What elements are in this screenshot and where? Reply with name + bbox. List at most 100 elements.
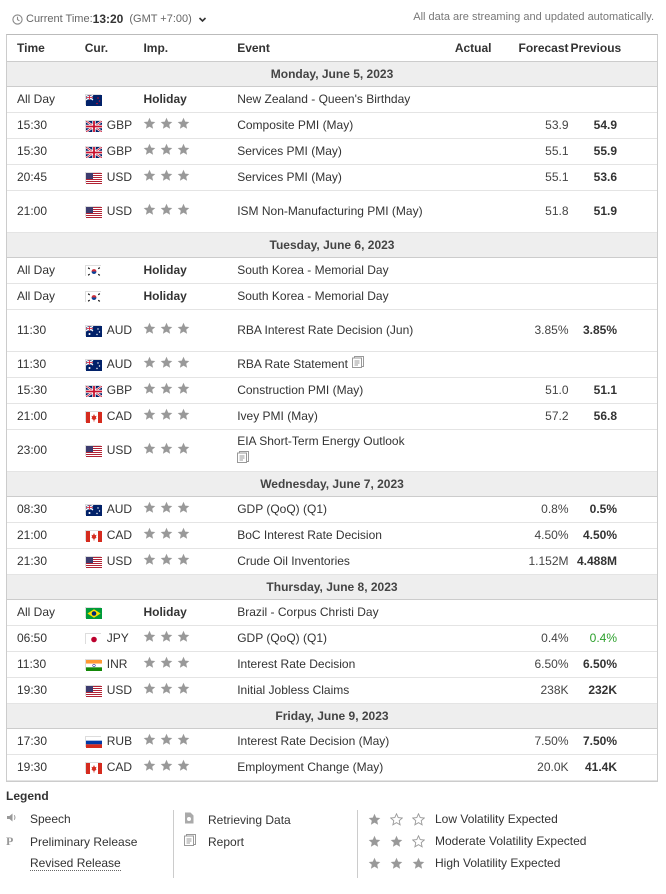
event-name[interactable]: South Korea - Memorial Day xyxy=(237,263,389,277)
flag-icon-au xyxy=(84,358,102,371)
event-name[interactable]: Employment Change (May) xyxy=(237,760,384,774)
event-name[interactable]: Initial Jobless Claims xyxy=(237,683,350,697)
event-row[interactable]: 20:45 USD Services PMI (May) 55.1 53.6 xyxy=(7,164,657,191)
event-time: 19:30 xyxy=(7,677,76,704)
event-name-cell[interactable]: GDP (QoQ) (Q1) xyxy=(237,496,434,523)
currency-code: CAD xyxy=(106,409,133,423)
event-row[interactable]: All Day Holiday South Korea - Memorial Day xyxy=(7,257,657,284)
event-name-cell[interactable]: EIA Short-Term Energy Outlook xyxy=(237,429,434,472)
event-row[interactable]: 23:00 USD EIA Short-Term Energy Outlook xyxy=(7,429,657,472)
event-name[interactable]: Interest Rate Decision xyxy=(237,657,356,671)
day-header-row: Wednesday, June 7, 2023 xyxy=(7,470,657,497)
day-header-row: Friday, June 9, 2023 xyxy=(7,702,657,729)
event-name[interactable]: Composite PMI (May) xyxy=(237,118,354,132)
event-time: 21:00 xyxy=(7,522,76,549)
event-name-cell[interactable]: Interest Rate Decision xyxy=(237,651,434,678)
currency-wrap xyxy=(84,93,144,106)
event-name-cell[interactable]: Ivey PMI (May) xyxy=(237,403,434,430)
timezone-selector[interactable]: Current Time: 13:20 (GMT +7:00) xyxy=(12,12,207,26)
importance-stars-icon xyxy=(143,656,194,669)
event-name[interactable]: GDP (QoQ) (Q1) xyxy=(237,631,327,645)
event-actual xyxy=(433,164,496,191)
event-name-cell[interactable]: BoC Interest Rate Decision xyxy=(237,522,434,549)
event-name[interactable]: BoC Interest Rate Decision xyxy=(237,528,382,542)
event-name-cell[interactable]: Composite PMI (May) xyxy=(237,112,434,139)
event-actual xyxy=(433,403,496,430)
event-row[interactable]: 11:30 INR Interest Rate Decision 6.50% 6.50% xyxy=(7,651,657,678)
event-actual xyxy=(433,651,496,678)
event-importance xyxy=(143,164,238,191)
currency-code: GBP xyxy=(106,118,133,132)
event-name-cell[interactable]: New Zealand - Queen's Birthday xyxy=(237,86,434,113)
event-row[interactable]: 08:30 AUD GDP (QoQ) (Q1) 0.8% 0.5% xyxy=(7,496,657,523)
calendar-body: Monday, June 5, 2023 All Day Holiday New Ze… xyxy=(7,60,657,781)
event-row[interactable]: 15:30 GBP Services PMI (May) 55.1 55.9 xyxy=(7,138,657,165)
event-row[interactable]: All Day Holiday South Korea - Memorial Day xyxy=(7,283,657,310)
event-row[interactable]: 19:30 USD Initial Jobless Claims 238K 232K xyxy=(7,677,657,704)
event-name[interactable]: Brazil - Corpus Christi Day xyxy=(237,605,379,619)
event-row[interactable]: 21:00 CAD Ivey PMI (May) 57.2 56.8 xyxy=(7,403,657,430)
event-name[interactable]: ISM Non-Manufacturing PMI (May) xyxy=(237,204,423,218)
event-row[interactable]: All Day Holiday Brazil - Corpus Christi Da… xyxy=(7,599,657,626)
event-name-cell[interactable]: Services PMI (May) xyxy=(237,164,434,191)
event-name-cell[interactable]: RBA Interest Rate Decision (Jun) xyxy=(237,309,434,352)
legend-revised: Revised Release xyxy=(30,856,121,871)
event-name-cell[interactable]: Services PMI (May) xyxy=(237,138,434,165)
importance-stars-icon xyxy=(143,630,194,643)
event-name[interactable]: RBA Interest Rate Decision (Jun) xyxy=(237,323,414,337)
event-row[interactable]: 21:00 CAD BoC Interest Rate Decision 4.50% 4… xyxy=(7,522,657,549)
day-date-label: Thursday, June 8, 2023 xyxy=(7,573,657,600)
flag-icon-ca xyxy=(84,410,102,423)
event-previous: 0.4% xyxy=(570,625,657,652)
event-row[interactable]: 19:30 CAD Employment Change (May) 20.0K 41.4… xyxy=(7,754,657,781)
event-name-cell[interactable]: GDP (QoQ) (Q1) xyxy=(237,625,434,652)
event-name[interactable]: Ivey PMI (May) xyxy=(237,409,318,423)
event-row[interactable]: 17:30 RUB Interest Rate Decision (May) 7.50… xyxy=(7,728,657,755)
event-name-cell[interactable]: Construction PMI (May) xyxy=(237,377,434,404)
event-name-cell[interactable]: South Korea - Memorial Day xyxy=(237,283,434,310)
event-name[interactable]: RBA Rate Statement xyxy=(237,356,348,371)
event-name-cell[interactable]: ISM Non-Manufacturing PMI (May) xyxy=(237,190,434,233)
event-row[interactable]: 06:50 JPY GDP (QoQ) (Q1) 0.4% 0.4% xyxy=(7,625,657,652)
event-row[interactable]: 11:30 AUD RBA Interest Rate Decision (Jun)… xyxy=(7,309,657,352)
event-name-cell[interactable]: RBA Rate Statement xyxy=(237,351,434,378)
event-currency-cell: CAD xyxy=(75,522,144,549)
event-name[interactable]: EIA Short-Term Energy Outlook xyxy=(237,433,405,448)
event-previous: 4.488M xyxy=(570,548,657,575)
event-name[interactable]: Construction PMI (May) xyxy=(237,383,364,397)
currency-code: USD xyxy=(106,683,133,697)
event-row[interactable]: All Day Holiday New Zealand - Queen's Birt… xyxy=(7,86,657,113)
event-importance xyxy=(143,548,238,575)
event-row[interactable]: 21:30 USD Crude Oil Inventories 1.152M 4.488… xyxy=(7,548,657,575)
holiday-label: Holiday xyxy=(143,289,187,303)
event-name[interactable]: Services PMI (May) xyxy=(237,170,342,184)
chevron-down-icon[interactable] xyxy=(198,15,207,24)
event-name-cell[interactable]: Crude Oil Inventories xyxy=(237,548,434,575)
event-name[interactable]: New Zealand - Queen's Birthday xyxy=(237,92,411,106)
event-name[interactable]: Interest Rate Decision (May) xyxy=(237,734,390,748)
event-row[interactable]: 21:00 USD ISM Non-Manufacturing PMI (May) 5… xyxy=(7,190,657,233)
event-name[interactable]: GDP (QoQ) (Q1) xyxy=(237,502,327,516)
event-name[interactable]: Crude Oil Inventories xyxy=(237,554,350,568)
currency-wrap: USD xyxy=(84,554,144,568)
currency-code: RUB xyxy=(106,734,133,748)
event-forecast: 0.4% xyxy=(495,625,571,652)
event-name-cell[interactable]: Interest Rate Decision (May) xyxy=(237,728,434,755)
col-previous: Previous xyxy=(570,35,657,62)
two-star-icon xyxy=(368,834,435,848)
event-name-cell[interactable]: Employment Change (May) xyxy=(237,754,434,781)
importance-stars-icon xyxy=(143,553,194,566)
preliminary-icon: P xyxy=(6,834,14,848)
event-importance xyxy=(143,377,238,404)
event-name[interactable]: Services PMI (May) xyxy=(237,144,342,158)
event-importance: Holiday xyxy=(143,283,238,310)
importance-stars-icon xyxy=(143,117,194,130)
event-row[interactable]: 15:30 GBP Construction PMI (May) 51.0 51.1 xyxy=(7,377,657,404)
event-row[interactable]: 15:30 GBP Composite PMI (May) 53.9 54.9 xyxy=(7,112,657,139)
event-row[interactable]: 11:30 AUD RBA Rate Statement xyxy=(7,351,657,378)
event-currency-cell: USD xyxy=(75,190,144,233)
event-name[interactable]: South Korea - Memorial Day xyxy=(237,289,389,303)
event-name-cell[interactable]: South Korea - Memorial Day xyxy=(237,257,434,284)
event-name-cell[interactable]: Brazil - Corpus Christi Day xyxy=(237,599,434,626)
event-name-cell[interactable]: Initial Jobless Claims xyxy=(237,677,434,704)
